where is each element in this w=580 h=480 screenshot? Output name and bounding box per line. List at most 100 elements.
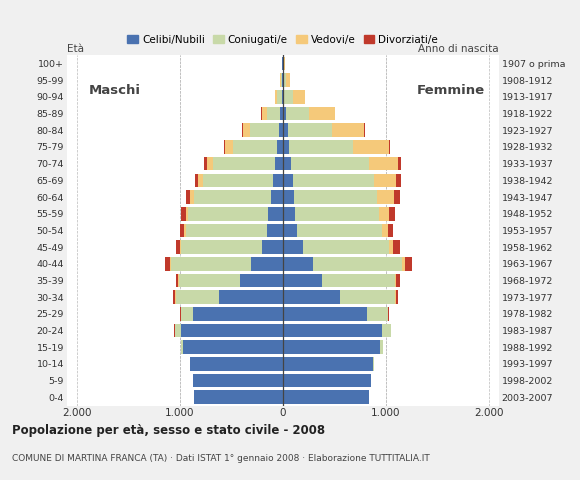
Bar xyxy=(285,73,290,87)
Bar xyxy=(389,207,395,220)
Bar xyxy=(188,207,269,220)
Bar xyxy=(180,224,184,237)
Bar xyxy=(271,190,283,204)
Bar xyxy=(274,90,277,104)
Bar xyxy=(283,73,284,87)
Text: COMUNE DI MARTINA FRANCA (TA) · Dati ISTAT 1° gennaio 2008 · Elaborazione TUTTIT: COMUNE DI MARTINA FRANCA (TA) · Dati IST… xyxy=(12,454,429,463)
Bar xyxy=(267,107,280,120)
Bar xyxy=(284,90,292,104)
Bar xyxy=(288,123,332,137)
Bar xyxy=(283,190,294,204)
Bar xyxy=(283,140,289,154)
Bar xyxy=(198,173,203,187)
Bar xyxy=(379,207,389,220)
Bar xyxy=(224,140,233,154)
Bar xyxy=(233,140,277,154)
Bar xyxy=(277,90,282,104)
Bar xyxy=(396,290,398,304)
Bar xyxy=(353,140,389,154)
Bar xyxy=(283,290,340,304)
Bar xyxy=(176,240,180,254)
Bar xyxy=(283,173,292,187)
Bar xyxy=(283,107,286,120)
Bar xyxy=(186,190,190,204)
Bar xyxy=(291,157,369,170)
Bar xyxy=(283,374,371,387)
Bar xyxy=(303,240,389,254)
Bar xyxy=(213,157,274,170)
Bar xyxy=(206,157,213,170)
Bar xyxy=(292,173,374,187)
Text: Età: Età xyxy=(67,44,84,54)
Bar xyxy=(283,90,284,104)
Bar xyxy=(367,307,387,321)
Bar xyxy=(170,257,171,271)
Bar xyxy=(283,123,288,137)
Bar xyxy=(340,290,395,304)
Bar xyxy=(194,390,283,404)
Bar xyxy=(267,224,283,237)
Text: Maschi: Maschi xyxy=(88,84,140,97)
Bar xyxy=(382,224,387,237)
Text: Anno di nascita: Anno di nascita xyxy=(418,45,499,55)
Bar xyxy=(190,190,194,204)
Bar xyxy=(292,90,305,104)
Bar xyxy=(369,157,398,170)
Bar xyxy=(402,257,405,271)
Text: Femmine: Femmine xyxy=(416,84,485,97)
Bar xyxy=(273,173,283,187)
Bar xyxy=(171,257,251,271)
Bar xyxy=(190,357,283,371)
Bar xyxy=(283,324,382,337)
Bar xyxy=(193,374,283,387)
Bar xyxy=(278,123,283,137)
Bar xyxy=(250,123,278,137)
Legend: Celibi/Nubili, Coniugati/e, Vedovi/e, Divorziati/e: Celibi/Nubili, Coniugati/e, Vedovi/e, Di… xyxy=(123,31,443,49)
Bar xyxy=(297,224,382,237)
Bar xyxy=(283,307,367,321)
Bar xyxy=(240,274,283,288)
Bar xyxy=(204,157,206,170)
Bar xyxy=(313,257,402,271)
Bar xyxy=(283,357,374,371)
Bar xyxy=(286,107,310,120)
Bar xyxy=(186,224,267,237)
Bar xyxy=(283,224,297,237)
Bar xyxy=(380,340,383,354)
Bar xyxy=(269,207,283,220)
Bar xyxy=(394,190,400,204)
Bar xyxy=(283,157,291,170)
Bar xyxy=(389,140,390,154)
Bar xyxy=(181,324,283,337)
Bar xyxy=(283,240,303,254)
Bar xyxy=(165,257,170,271)
Bar xyxy=(280,73,281,87)
Bar xyxy=(310,107,335,120)
Bar xyxy=(322,274,395,288)
Bar xyxy=(184,224,186,237)
Bar xyxy=(193,307,283,321)
Bar xyxy=(378,190,394,204)
Bar xyxy=(242,123,250,137)
Bar xyxy=(283,340,380,354)
Bar xyxy=(395,290,396,304)
Bar xyxy=(176,274,178,288)
Bar xyxy=(280,107,283,120)
Bar xyxy=(289,140,353,154)
Bar xyxy=(283,274,322,288)
Bar xyxy=(387,224,393,237)
Bar xyxy=(186,207,188,220)
Bar xyxy=(397,173,401,187)
Bar xyxy=(284,57,285,71)
Bar xyxy=(182,340,183,354)
Bar xyxy=(389,240,393,254)
Bar xyxy=(182,207,186,220)
Bar xyxy=(294,190,378,204)
Bar xyxy=(388,307,389,321)
Bar xyxy=(277,140,283,154)
Bar xyxy=(181,307,193,321)
Bar xyxy=(262,240,283,254)
Bar xyxy=(283,390,369,404)
Bar xyxy=(179,274,240,288)
Bar xyxy=(284,73,285,87)
